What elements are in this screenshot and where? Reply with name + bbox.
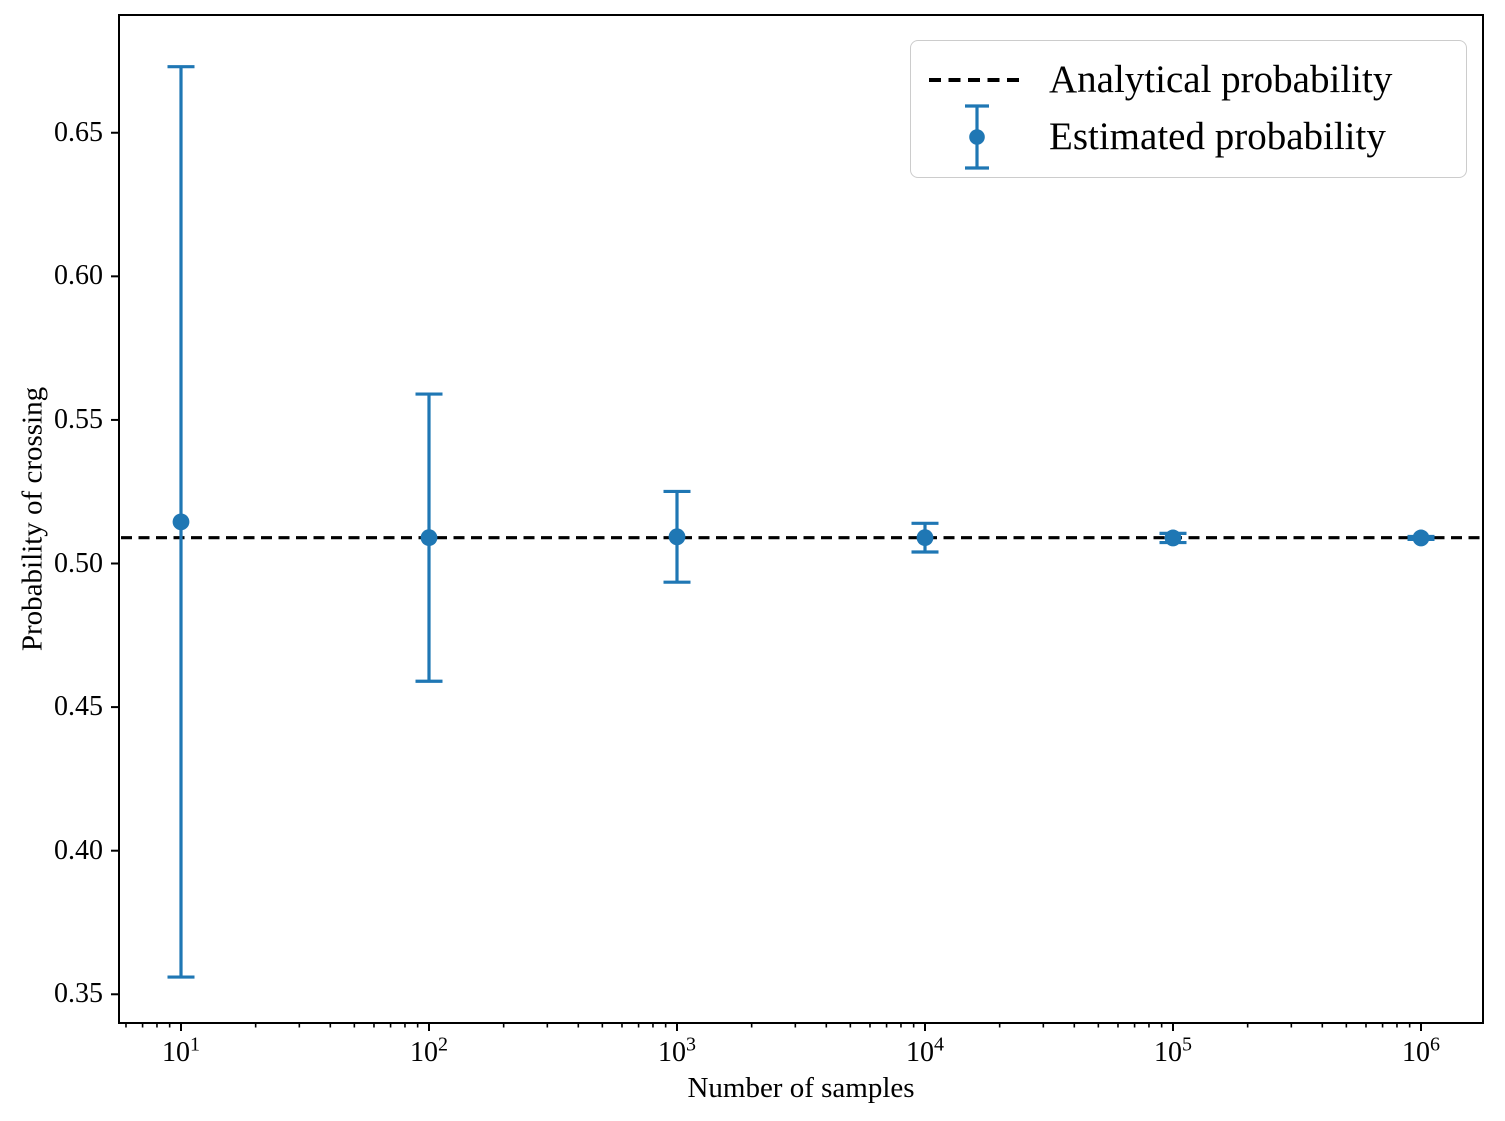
x-axis-label: Number of samples bbox=[687, 1072, 915, 1104]
data-point-marker bbox=[1164, 529, 1182, 547]
y-tick-label: 0.40 bbox=[54, 834, 103, 866]
data-point-marker bbox=[420, 529, 438, 547]
legend-label-estimated: Estimated probability bbox=[1049, 115, 1386, 158]
plot-border bbox=[118, 14, 1484, 1024]
legend-item-analytical: Analytical probability bbox=[929, 51, 1448, 108]
data-point-marker bbox=[172, 513, 190, 531]
y-tick-label: 0.65 bbox=[54, 116, 103, 148]
data-point-marker bbox=[668, 528, 686, 546]
legend-handle bbox=[929, 101, 1025, 173]
data-point-marker bbox=[1412, 529, 1430, 547]
x-tick-label: 103 bbox=[658, 1033, 696, 1068]
legend: Analytical probability Estimated probabi… bbox=[910, 40, 1467, 178]
y-tick-label: 0.45 bbox=[54, 691, 103, 723]
y-axis-label: Probability of crossing bbox=[16, 386, 49, 652]
x-tick-label: 101 bbox=[162, 1033, 200, 1068]
x-tick-label: 104 bbox=[906, 1033, 944, 1068]
data-point-marker bbox=[916, 529, 934, 547]
y-tick-label: 0.60 bbox=[54, 260, 103, 292]
y-tick-label: 0.50 bbox=[54, 547, 103, 579]
x-tick-label: 105 bbox=[1154, 1033, 1192, 1068]
x-tick-label: 102 bbox=[410, 1033, 448, 1068]
legend-item-estimated: Estimated probability bbox=[929, 103, 1448, 170]
y-tick-label: 0.35 bbox=[54, 978, 103, 1010]
dashed-line-icon bbox=[929, 77, 1025, 82]
x-tick-label: 106 bbox=[1402, 1033, 1440, 1068]
legend-label-analytical: Analytical probability bbox=[1049, 58, 1393, 101]
y-tick-label: 0.55 bbox=[54, 403, 103, 435]
legend-handle bbox=[929, 77, 1025, 82]
errorbar-icon bbox=[965, 103, 989, 170]
